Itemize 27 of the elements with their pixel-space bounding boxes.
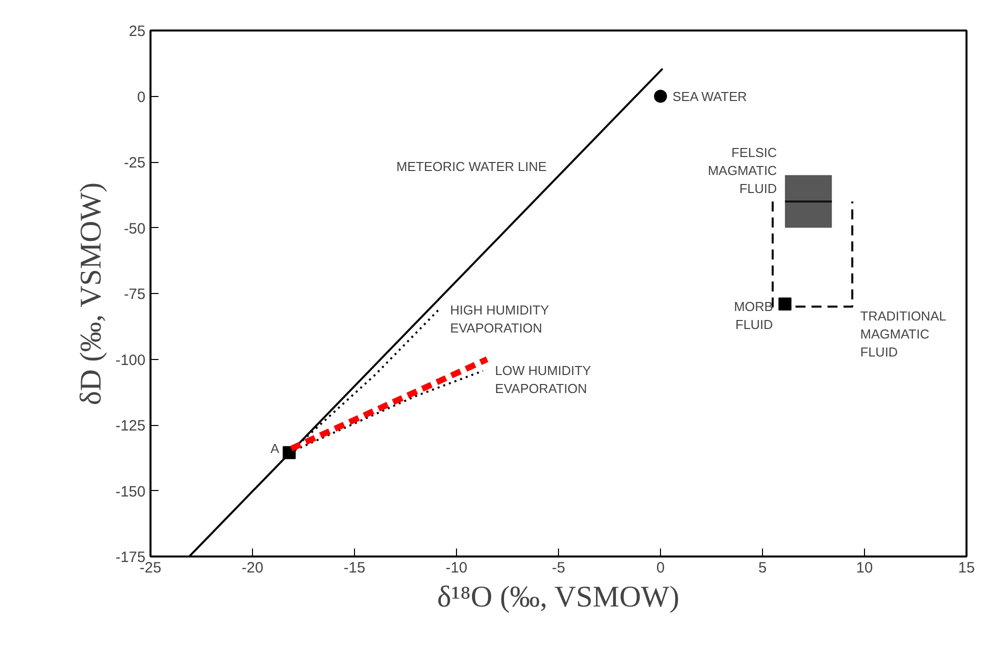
x-tick-label: -20: [242, 560, 264, 576]
annotation: LOW HUMIDITY EVAPORATION: [495, 362, 592, 396]
annotation: MORB FLUID: [734, 299, 773, 332]
x-tick-label: -15: [344, 560, 366, 576]
y-tick-label: -175: [115, 549, 146, 566]
y-axis-title: δD (‰, VSMOW): [74, 182, 108, 406]
annotation: A: [270, 441, 280, 456]
y-tick-label: -150: [115, 483, 146, 500]
y-tick-label: -125: [115, 418, 146, 434]
x-axis-title: δ¹⁸O (‰, VSMOW): [437, 580, 680, 614]
y-tick-label: 25: [128, 23, 146, 40]
y-tick-label: 0: [137, 88, 146, 106]
y-tick-label: -75: [124, 286, 146, 303]
annotation: HIGH HUMIDITY EVAPORATION: [450, 302, 550, 336]
y-tick-label: -25: [124, 154, 146, 172]
x-tick-label: 5: [758, 560, 767, 576]
annotation: METEORIC WATER LINE: [396, 159, 547, 174]
x-tick-label: -5: [552, 560, 566, 576]
annotation: TRADITIONAL MAGMATIC FLUID: [860, 308, 946, 360]
annotation: SEA WATER: [672, 88, 747, 104]
x-tick-label: 15: [958, 560, 975, 576]
annotation: FELSIC MAGMATIC FLUID: [708, 145, 777, 196]
x-tick-label: -10: [446, 560, 468, 576]
x-tick-label: 0: [656, 560, 665, 576]
y-tick-label: -50: [124, 220, 146, 238]
y-tick-label: -100: [115, 352, 146, 369]
x-tick-label: 10: [856, 560, 873, 576]
